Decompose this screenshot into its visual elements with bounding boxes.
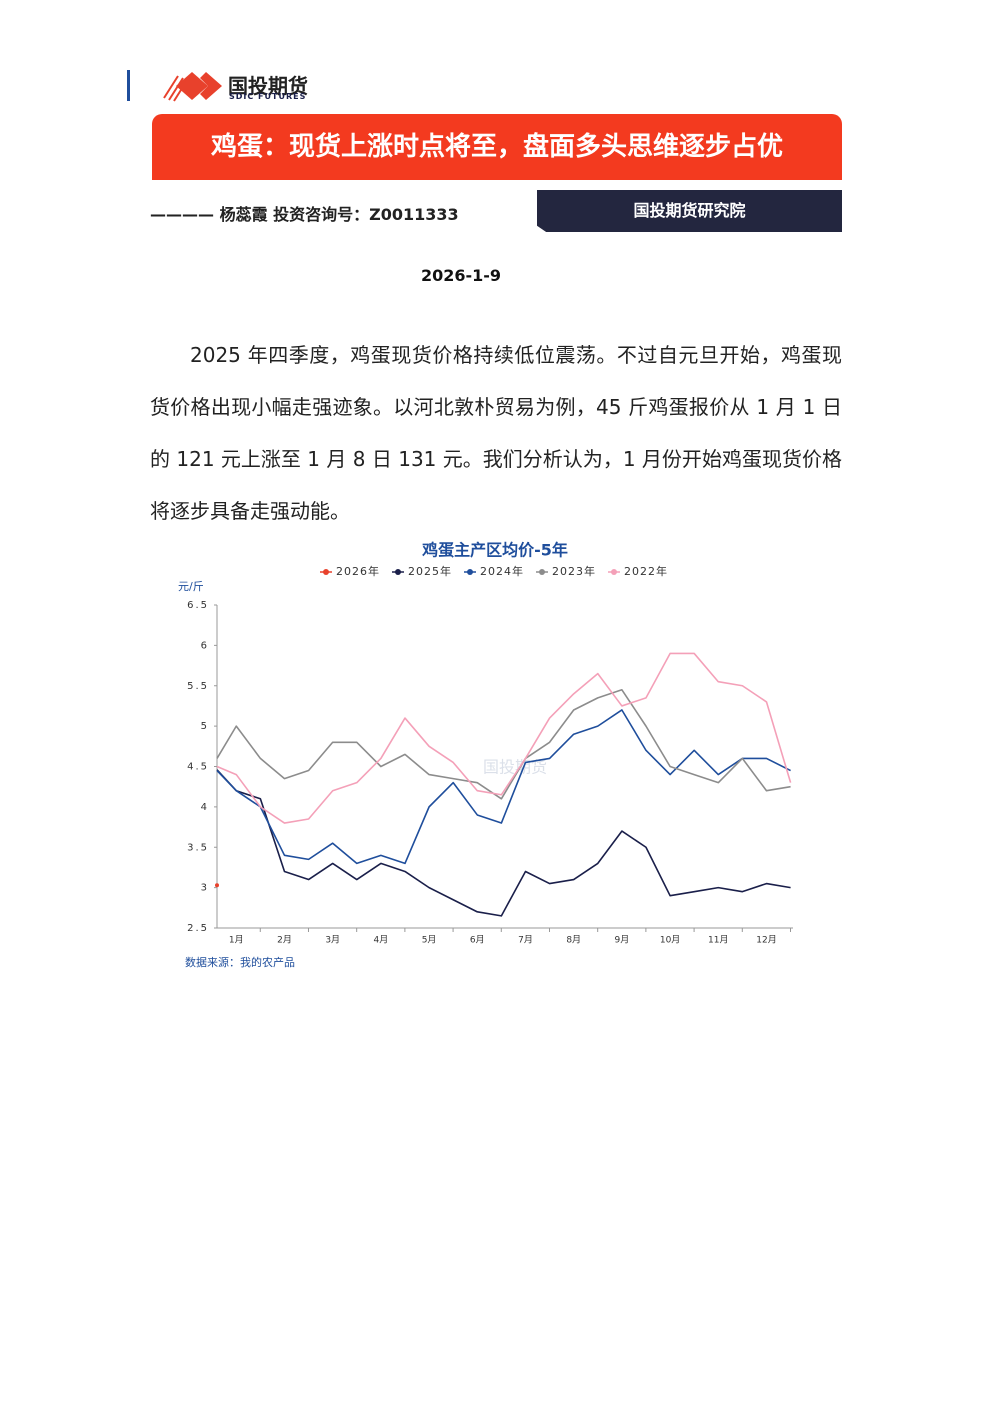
title-banner: 鸡蛋：现货上涨时点将至，盘面多头思维逐步占优 — [152, 114, 842, 180]
series-line — [216, 688, 791, 800]
y-tick-label: 2.5 — [187, 923, 209, 934]
data-point — [215, 883, 219, 888]
legend-marker — [323, 569, 329, 575]
x-tick-label: 4月 — [374, 935, 389, 946]
x-tick-label: 5月 — [422, 935, 437, 946]
chart: 鸡蛋主产区均价-5年国投期货元/斤数据来源：我的农产品2.533.544.555… — [178, 541, 793, 969]
x-tick-label: 10月 — [660, 935, 680, 946]
x-tick-label: 6月 — [470, 935, 485, 946]
source: 数据来源：我的农产品 — [185, 955, 295, 969]
legend-marker — [611, 569, 617, 575]
x-tick-label: 1月 — [229, 935, 244, 946]
x-tick-label: 11月 — [708, 935, 728, 946]
y-tick-label: 3.5 — [187, 842, 209, 853]
x-tick-label: 2月 — [277, 935, 292, 946]
x-tick-label: 9月 — [615, 935, 630, 946]
series-line — [216, 709, 791, 865]
legend-marker — [539, 569, 545, 575]
date: 2026-1-9 — [420, 266, 502, 285]
y-tick-label: 5.5 — [187, 681, 209, 692]
paragraph: 2025 年四季度，鸡蛋现货价格持续低位震荡。不过自元旦开始，鸡蛋现货价格出现小… — [150, 343, 842, 523]
y-axis-label: 元/斤 — [178, 580, 204, 593]
y-tick-label: 6 — [201, 640, 209, 651]
author-line: ———— 杨蕊霞 投资咨询号：Z0011333 — [150, 205, 459, 224]
logo-icon — [163, 72, 222, 102]
legend-marker — [467, 569, 473, 575]
legend-label: 2026年 — [336, 564, 380, 578]
chart-title: 鸡蛋主产区均价-5年 — [421, 541, 568, 560]
y-tick-label: 6.5 — [187, 600, 209, 611]
x-tick-label: 8月 — [566, 935, 581, 946]
x-tick-label: 7月 — [518, 935, 533, 946]
logo-text: 国投期货 — [228, 74, 308, 98]
legend-label: 2025年 — [408, 564, 452, 578]
legend-label: 2024年 — [480, 564, 524, 578]
legend-label: 2023年 — [552, 564, 596, 578]
y-tick-label: 3 — [201, 883, 209, 894]
legend-label: 2022年 — [624, 564, 668, 578]
y-tick-label: 5 — [201, 721, 209, 732]
title: 鸡蛋：现货上涨时点将至，盘面多头思维逐步占优 — [210, 132, 783, 162]
legend-marker — [395, 569, 401, 575]
y-tick-label: 4 — [201, 802, 209, 813]
x-tick-label: 3月 — [325, 935, 340, 946]
accent-bar — [127, 70, 130, 101]
x-tick-label: 12月 — [756, 935, 776, 946]
series-line — [216, 652, 792, 824]
institute-box: 国投期货研究院 — [537, 190, 842, 232]
series-line — [216, 769, 791, 917]
logo-subtext: SDIC FUTURES — [229, 92, 307, 101]
institute: 国投期货研究院 — [633, 201, 746, 220]
y-tick-label: 4.5 — [187, 762, 209, 773]
